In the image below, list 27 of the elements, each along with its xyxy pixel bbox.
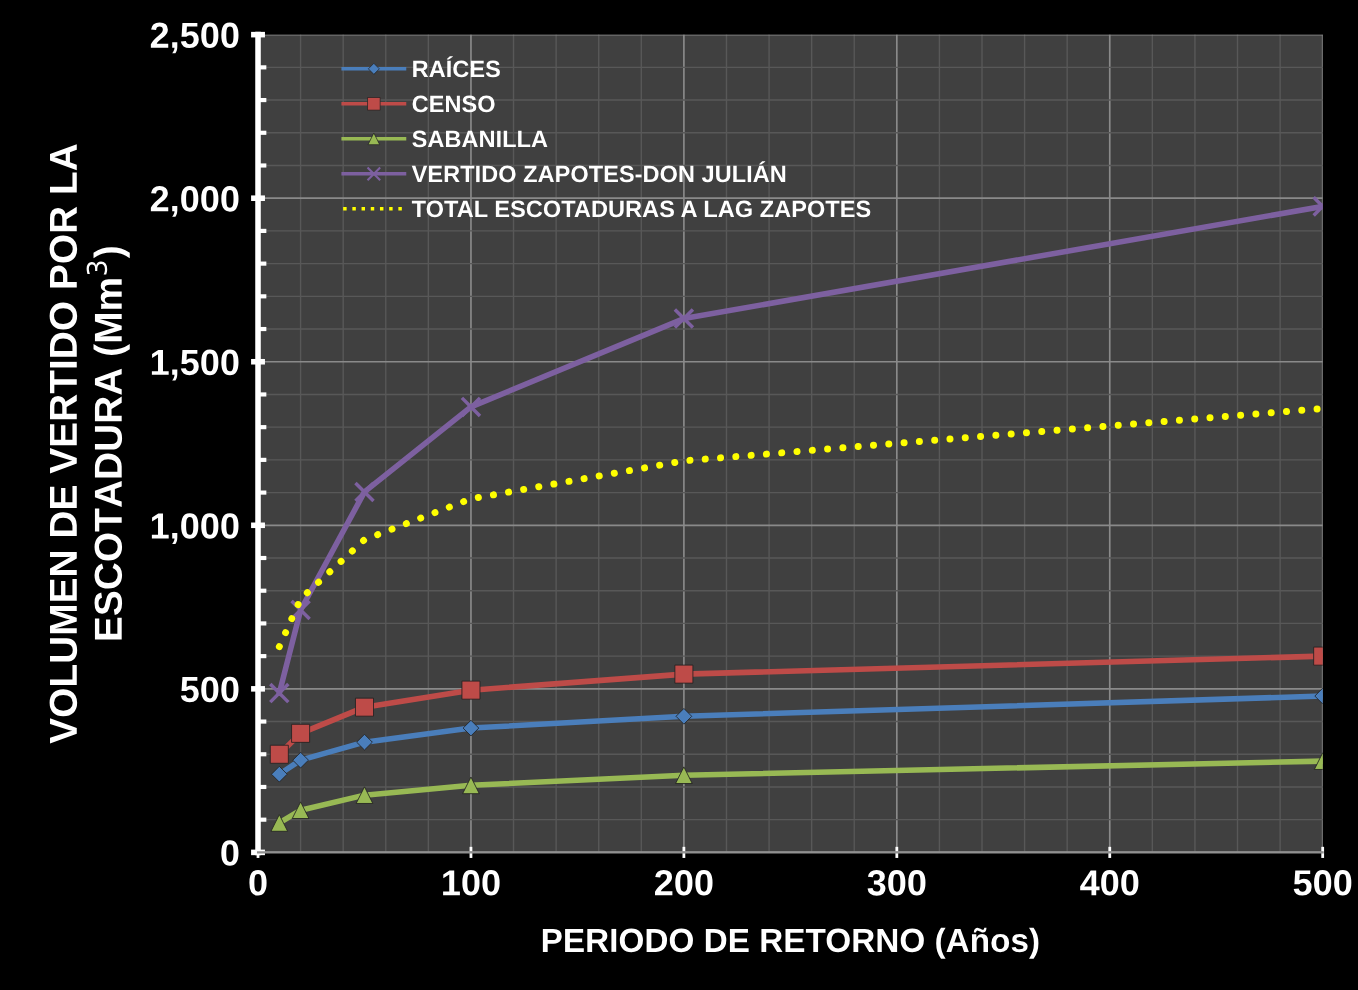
x-tick-label: 500 [1293,870,1352,896]
legend-label: RAÍCES [413,56,500,78]
legend-label: CENSO [412,95,495,113]
x-axis-title: PERIODO DE RETORNO (Años) [542,927,1039,959]
y-tick-label: 1,000 [151,513,239,544]
point [353,481,376,503]
y-tick-label: 1,500 [151,349,239,381]
point [268,682,291,704]
legend-label: SABANILLA [412,130,548,148]
point [460,396,482,418]
point [461,680,481,700]
point [291,801,310,819]
x-tick-label: 200 [655,870,713,896]
x-tick-label: 300 [867,870,926,896]
y-tick-label: 2,000 [150,186,239,217]
point [675,708,693,725]
point [673,307,695,330]
legend-label: VERTIDO ZAPOTES-DON JULIÁN [411,161,786,183]
x-tick-label: 0 [249,870,267,896]
y-axis-title: VOLUMEN DE VERTIDO POR LA ESCOTADURA (Mm$^{3}$) [49,144,130,744]
y-tick-label: 0 [221,840,239,866]
y-tick-label: 2,500 [150,22,239,54]
x-tick-label: 400 [1080,870,1139,896]
legend-label: TOTAL ESCOTADURAS A LAG ZAPOTES [411,200,871,218]
x-tick-label: 100 [443,870,500,896]
point [292,751,309,769]
y-tick-label: 500 [180,676,239,703]
